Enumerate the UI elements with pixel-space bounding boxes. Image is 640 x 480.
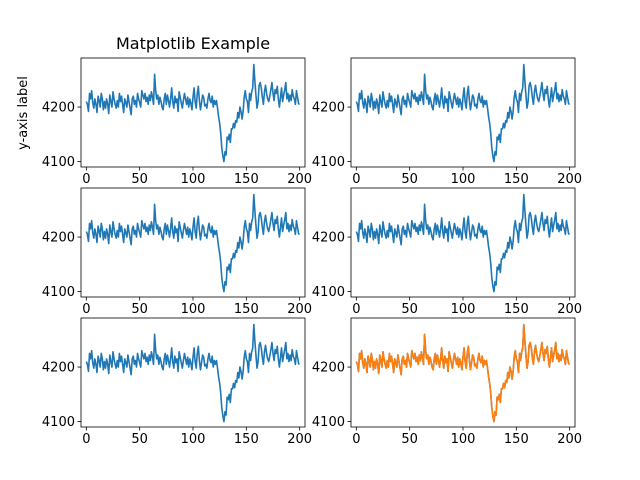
x-tick-label: 50 [131,172,148,187]
x-tick-label: 100 [451,302,476,317]
series-line-1 [355,193,571,293]
x-tick-label: 200 [557,172,582,187]
y-tick-label: 4100 [312,155,345,170]
series-line-1 [355,63,571,163]
x-tick-label: 150 [234,172,259,187]
x-tick-label: 100 [181,302,206,317]
x-tick-label: 50 [401,302,418,317]
series-line-1 [85,193,301,293]
x-tick-label: 150 [234,302,259,317]
x-tick-label: 0 [352,302,360,317]
series-line-2 [355,323,571,423]
subplot-title: Matplotlib Example [116,34,270,53]
x-tick-label: 150 [504,302,529,317]
x-tick-label: 100 [181,432,206,447]
y-tick-label: 4100 [312,285,345,300]
x-tick-label: 50 [131,302,148,317]
y-axis-label: y-axis label [16,76,31,150]
y-tick-label: 4200 [42,231,75,246]
y-tick-label: 4200 [42,101,75,116]
x-tick-label: 100 [451,432,476,447]
subplot-3: 0 50 100 150 200 4100 4200 [42,187,312,317]
series-line-1 [85,323,301,423]
x-tick-label: 200 [287,302,312,317]
x-tick-label: 0 [82,172,90,187]
subplot-6: 0 50 100 150 200 4100 4200 [312,317,582,447]
x-tick-label: 150 [504,432,529,447]
subplot-2: 0 50 100 150 200 4100 4200 [312,57,582,187]
y-tick-label: 4200 [42,361,75,376]
x-tick-label: 200 [287,432,312,447]
x-tick-label: 0 [352,432,360,447]
y-tick-label: 4200 [312,101,345,116]
x-tick-label: 50 [401,432,418,447]
subplot-5: 0 50 100 150 200 4100 4200 [42,317,312,447]
x-tick-label: 100 [181,172,206,187]
x-tick-label: 150 [234,432,259,447]
x-tick-label: 200 [557,432,582,447]
y-tick-label: 4200 [312,231,345,246]
y-tick-label: 4100 [42,155,75,170]
x-tick-label: 200 [557,302,582,317]
y-tick-label: 4100 [42,285,75,300]
series-line-1 [85,63,301,163]
x-tick-label: 0 [82,432,90,447]
x-tick-label: 50 [401,172,418,187]
y-tick-label: 4200 [312,361,345,376]
x-tick-label: 200 [287,172,312,187]
x-tick-label: 50 [131,432,148,447]
x-tick-label: 150 [504,172,529,187]
y-tick-label: 4100 [312,415,345,430]
x-tick-label: 0 [82,302,90,317]
subplot-4: 0 50 100 150 200 4100 4200 [312,187,582,317]
y-tick-label: 4100 [42,415,75,430]
x-tick-label: 0 [352,172,360,187]
subplot-1: 0 50 100 150 200 4100 4200 [42,57,312,187]
x-tick-label: 100 [451,172,476,187]
